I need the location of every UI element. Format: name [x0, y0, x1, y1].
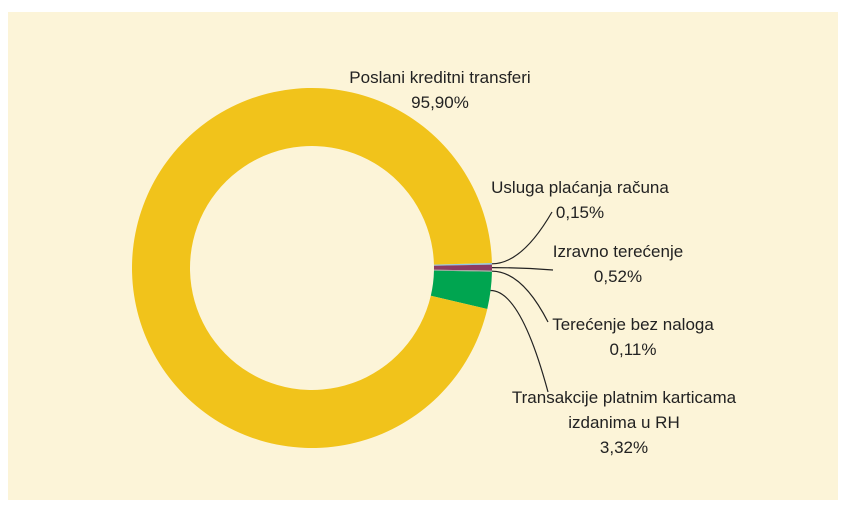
leader-line	[491, 267, 554, 271]
slice-name: Terećenje bez naloga	[552, 315, 714, 334]
donut-slice	[433, 269, 492, 272]
donut-slice	[433, 262, 492, 266]
slice-value: 95,90%	[411, 93, 469, 112]
leader-line	[490, 289, 549, 393]
leader-line	[491, 211, 553, 265]
slice-name: Usluga plaćanja računa	[491, 178, 669, 197]
slice-name: Poslani kreditni transferi	[349, 68, 531, 87]
slice-name: Izravno terećenje	[552, 242, 684, 261]
leader-line	[491, 270, 549, 323]
donut-slice	[430, 270, 492, 309]
donut-slice	[132, 88, 492, 449]
slice-label: Poslani kreditni transferi 95,90%	[290, 65, 590, 115]
slice-value: 0,11%	[609, 340, 657, 359]
slice-label: Transakcije platnim karticama izdanima u…	[494, 385, 754, 460]
donut-slice	[433, 264, 492, 271]
slice-label: Usluga plaćanja računa 0,15%	[480, 175, 680, 225]
slice-label: Terećenje bez naloga 0,11%	[523, 312, 743, 362]
slice-name: Transakcije platnim karticama izdanima u…	[511, 388, 737, 432]
slice-value: 0,15%	[555, 203, 605, 222]
slice-value: 0,52%	[593, 267, 643, 286]
slice-value: 3,32%	[599, 438, 649, 457]
slice-label: Izravno terećenje 0,52%	[518, 239, 718, 289]
